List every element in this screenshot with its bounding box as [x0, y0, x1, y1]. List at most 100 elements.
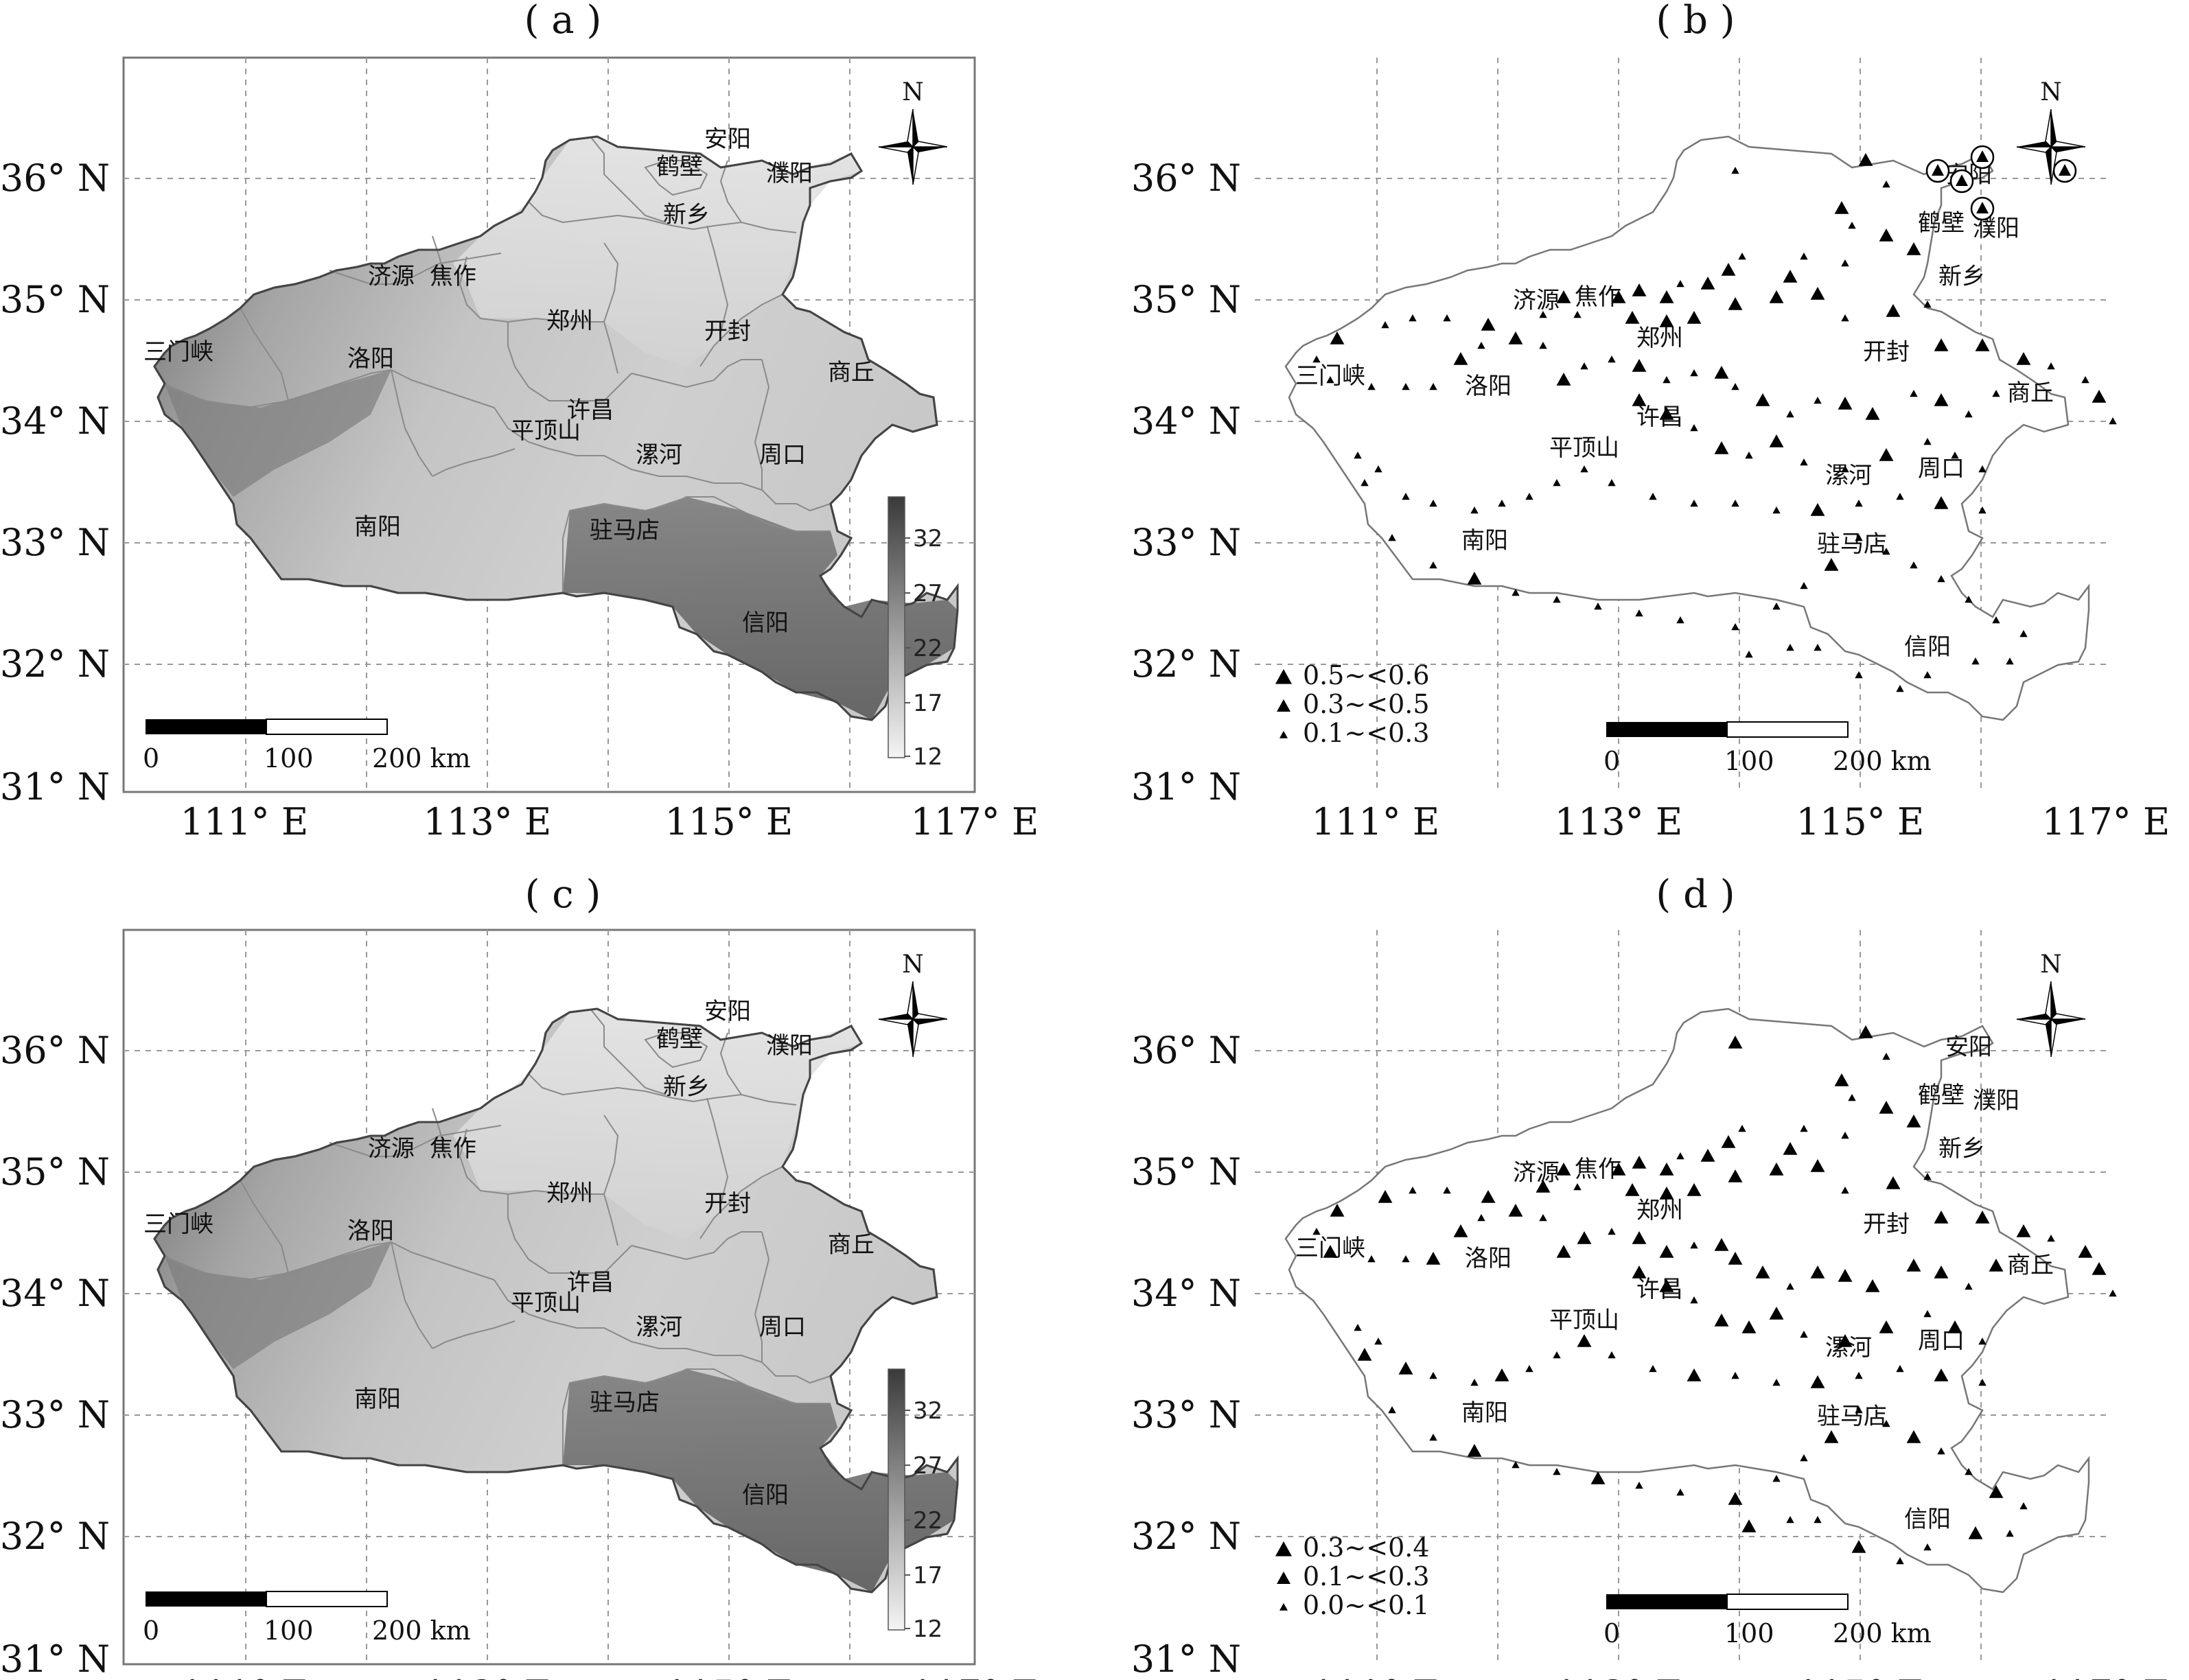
station-triangle [1879, 1320, 1894, 1333]
prefecture-boundary [507, 1194, 632, 1274]
city-label: 平顶山 [511, 1290, 581, 1317]
scale-bar-white [1726, 721, 1849, 738]
southern-shading [563, 1369, 958, 1592]
station-triangle [1659, 1187, 1674, 1200]
station-triangle [1632, 1231, 1647, 1244]
lat-tick-label: 35° N [1131, 278, 1241, 321]
north-arrow-icon [878, 981, 948, 1058]
station-triangle [1968, 1526, 1983, 1539]
lon-tick-label: 115° E [665, 800, 794, 843]
station-triangle [1443, 1187, 1451, 1194]
prefecture-boundary [706, 225, 729, 333]
prefecture-boundary [706, 1097, 729, 1205]
station-triangle [1786, 1516, 1794, 1524]
station-triangle [1838, 1269, 1853, 1282]
lat-tick-label: 34° N [1131, 1272, 1241, 1315]
station-triangle [1851, 1540, 1866, 1553]
station-triangle [1989, 1485, 2004, 1498]
station-triangle [1632, 283, 1647, 296]
station-triangle [1906, 1430, 1921, 1443]
station-triangle [1923, 438, 1932, 445]
station-triangle [1934, 338, 1949, 351]
station-triangle [1769, 1163, 1784, 1176]
lat-tick-label: 32° N [1131, 1515, 1241, 1558]
prefecture-boundary [699, 1166, 783, 1239]
city-label: 焦作 [1575, 283, 1621, 311]
station-triangle [1525, 493, 1533, 500]
lat-tick-label: 31° N [1131, 1637, 1241, 1680]
station-triangle [1738, 1125, 1746, 1132]
colorbar: 32 27 22 17 12 [888, 1368, 942, 1643]
station-triangle [1841, 1187, 1849, 1194]
station-triangle [1965, 596, 1973, 603]
station-triangle [1745, 452, 1753, 459]
station-triangle [1494, 1368, 1509, 1381]
prefecture-boundary [719, 1032, 742, 1095]
city-label: 漯河 [636, 441, 682, 469]
lat-tick-label: 33° N [0, 521, 110, 564]
north-arrow-icon [2016, 981, 2086, 1058]
city-label: 郑州 [546, 1180, 593, 1207]
station-triangle [1841, 1132, 1849, 1139]
station-triangle [1800, 253, 1808, 260]
station-triangle [1975, 1211, 1990, 1224]
station-triangle [1745, 651, 1753, 658]
station-triangle [1728, 1169, 1743, 1182]
highlight-station-triangle [2059, 164, 2071, 176]
station-triangle [1834, 201, 1849, 214]
mountain-shading [165, 370, 391, 497]
station-triangle [1409, 314, 1417, 322]
station-triangle [1978, 1379, 1987, 1386]
city-label: 开封 [1863, 338, 1910, 366]
station-triangle [2092, 1262, 2107, 1275]
station-triangle [1477, 1214, 1485, 1222]
station-triangle [1947, 1320, 1962, 1333]
prefecture-boundary [754, 359, 831, 512]
station-triangle [1402, 1255, 1410, 1263]
station-triangle [1608, 1351, 1616, 1359]
station-triangle [1632, 393, 1647, 406]
station-triangle [1937, 1447, 1945, 1455]
station-triangle [1800, 1331, 1808, 1338]
station-triangle [1923, 671, 1932, 679]
station-triangle [1848, 1094, 1856, 1101]
legend-label: 0.3~<0.5 [1303, 689, 1430, 719]
city-label: 许昌 [567, 397, 614, 424]
city-label: 鹤壁 [1918, 1082, 1965, 1109]
scale-bar-label: 100 [264, 743, 314, 773]
city-label: 南阳 [354, 1386, 401, 1413]
colorbar-ramp [888, 1368, 905, 1631]
station-triangle [1590, 1471, 1606, 1484]
station-triangle [1810, 1159, 1825, 1172]
lat-tick-label: 36° N [0, 1029, 110, 1072]
lat-tick-label: 36° N [1131, 1029, 1241, 1072]
station-triangle [1429, 383, 1437, 390]
city-label: 洛阳 [1465, 373, 1512, 400]
colorbar-tick-label: 12 [913, 1615, 942, 1643]
prefecture-boundary [391, 369, 433, 477]
city-label: 商丘 [2007, 380, 2054, 407]
station-triangle [1477, 342, 1485, 349]
city-label: 济源 [368, 263, 415, 290]
city-label: 新乡 [1938, 1135, 1985, 1163]
highlight-station-triangle [1976, 202, 1989, 213]
station-triangle [1690, 500, 1698, 507]
lat-tick-label: 32° N [0, 642, 110, 686]
station-triangle [1402, 493, 1410, 500]
city-label: 洛阳 [347, 1217, 394, 1245]
prefecture-boundary [603, 1115, 619, 1246]
city-label: 信阳 [742, 1482, 789, 1509]
scale-bar: 0 100 200 km [1603, 721, 1932, 776]
station-triangle [1728, 1036, 1743, 1049]
province-outline [153, 1007, 959, 1594]
station-triangle [1625, 1183, 1640, 1196]
station-triangle [1934, 393, 1949, 406]
station-triangle [1312, 1228, 1321, 1235]
station-triangle [1731, 1372, 1739, 1379]
station-triangle [2047, 1235, 2055, 1242]
station-triangle [1512, 589, 1520, 596]
mountain-shading [165, 1242, 391, 1369]
prefecture-boundary [432, 1320, 516, 1349]
station-triangle [1649, 1365, 1657, 1373]
lat-tick-label: 33° N [1131, 521, 1241, 564]
